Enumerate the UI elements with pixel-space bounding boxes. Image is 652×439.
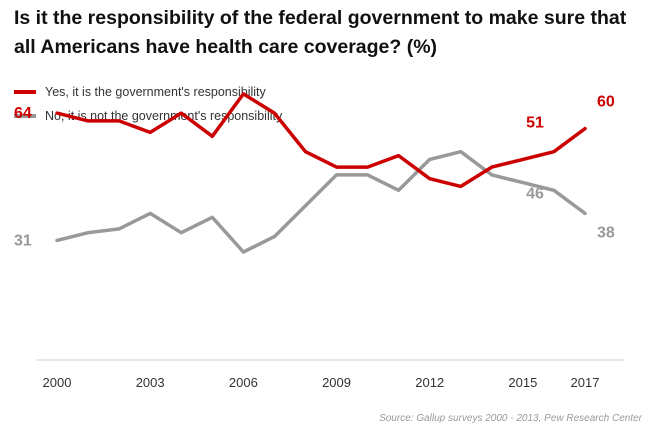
data-label-yes: 51 [526,115,544,132]
series-line-yes [55,92,587,189]
legend-item-yes: Yes, it is the government's responsibili… [14,80,282,104]
series-line-no [55,149,587,254]
x-tick-label: 2017 [571,375,600,390]
x-tick-label: 2003 [136,375,165,390]
x-tick-label: 2000 [43,375,72,390]
legend-swatch-yes [14,90,36,94]
data-label-yes: 60 [597,94,615,111]
data-label-no: 31 [14,232,32,249]
legend-swatch-no [14,114,36,118]
x-tick-label: 2012 [415,375,444,390]
chart-title: Is it the responsibility of the federal … [14,7,627,58]
data-label-no: 38 [597,224,615,241]
data-label-no: 46 [526,185,544,202]
x-tick-label: 2009 [322,375,351,390]
source-note: Source: Gallup surveys 2000 - 2013, Pew … [379,413,642,424]
data-label-yes: 64 [14,105,32,122]
x-tick-label: 2006 [229,375,258,390]
x-tick-label: 2015 [508,375,537,390]
legend-label-yes: Yes, it is the government's responsibili… [45,85,266,99]
